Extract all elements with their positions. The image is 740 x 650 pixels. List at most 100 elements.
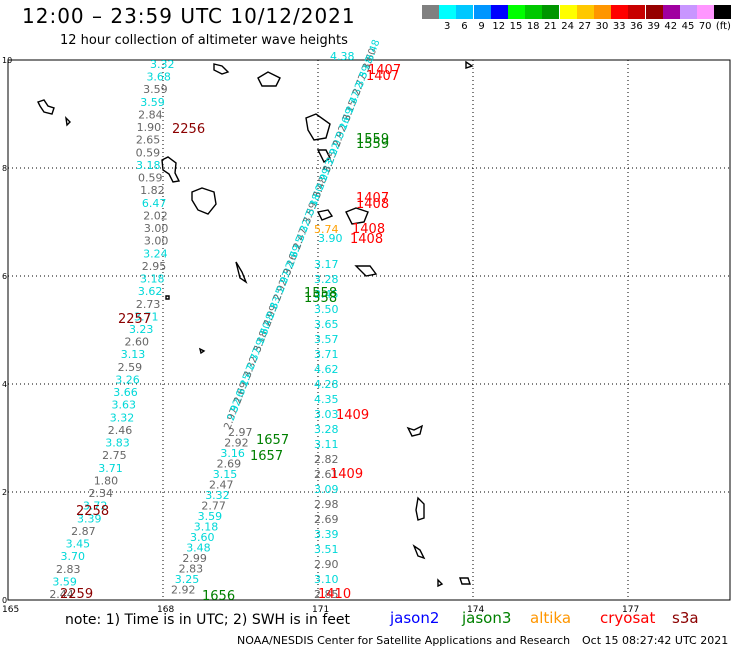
scale-swatch xyxy=(508,5,525,19)
island xyxy=(316,209,334,221)
wave-height-reading: 3.62 xyxy=(138,285,163,298)
wave-height-reading: 5.74 xyxy=(314,223,339,236)
wave-height-reading: 3.18 xyxy=(136,159,161,172)
wave-height-reading: 3.60 xyxy=(190,531,215,544)
wave-height-reading: 3.45 xyxy=(314,288,339,301)
wave-height-reading: 2.77 xyxy=(201,500,226,513)
wave-height-reading: 3.63 xyxy=(112,399,137,412)
scale-swatch xyxy=(645,5,663,19)
wave-height-reading: 1.90 xyxy=(137,121,162,134)
wave-height-reading: 2.92 xyxy=(171,584,196,597)
wave-height-reading: 3.71 xyxy=(314,348,339,361)
wave-height-reading: 3.51 xyxy=(314,543,339,556)
wave-height-reading: 3.16 xyxy=(220,447,245,460)
scale-label: 21 xyxy=(544,21,557,32)
scale-swatch xyxy=(439,5,457,19)
longitude-tick-label: 174 xyxy=(467,605,484,615)
wave-height-reading: 2.83 xyxy=(56,563,80,576)
wave-height-reading: 2.95 xyxy=(142,260,167,273)
latitude-tick-label: 4 xyxy=(2,380,7,389)
pass-time-label: 1409 xyxy=(330,467,363,482)
scale-swatch xyxy=(576,5,594,19)
scale-swatch xyxy=(473,5,491,19)
pass-time-label: 2259 xyxy=(60,587,93,602)
pass-time-label: 1657 xyxy=(250,449,283,464)
pass-time-label: 1657 xyxy=(256,433,289,448)
wave-height-reading: 2.46 xyxy=(108,424,133,437)
wave-height-reading: 2.69 xyxy=(217,458,242,471)
pass-time-label: 1408 xyxy=(352,222,385,237)
wave-height-reading: 2.84 xyxy=(138,108,163,121)
latitude-tick-label: 8 xyxy=(2,164,7,173)
wave-height-reading: 2.97 xyxy=(228,426,253,439)
scale-label: 3 xyxy=(444,21,451,32)
island xyxy=(191,187,217,215)
wave-height-reading: 2.73 xyxy=(136,298,161,311)
scale-swatch xyxy=(559,5,577,19)
island xyxy=(198,347,206,355)
pass-time-label: 2258 xyxy=(76,504,109,519)
wave-height-reading: 4.62 xyxy=(314,363,339,376)
scale-swatch xyxy=(628,5,646,19)
wave-height-reading: 3.10 xyxy=(314,573,339,586)
longitude-tick-label: 171 xyxy=(312,605,329,615)
wave-height-reading: 2.02 xyxy=(143,209,168,222)
pass-time-label: 1407 xyxy=(368,63,401,78)
credit-line: NOAA/NESDIS Center for Satellite Applica… xyxy=(237,634,571,647)
wave-height-reading: 3.66 xyxy=(113,386,137,399)
island xyxy=(459,577,471,585)
island xyxy=(213,63,230,75)
wave-height-reading: 3.48 xyxy=(186,542,211,555)
island xyxy=(415,496,425,521)
scale-label: 45 xyxy=(681,21,695,32)
scale-swatch xyxy=(697,5,715,19)
generated-timestamp: Oct 15 08:27:42 UTC 2021 xyxy=(582,634,729,647)
island xyxy=(257,71,281,87)
pass-time-label: 1559 xyxy=(356,132,389,147)
scale-label: 6 xyxy=(461,21,468,32)
pass-time-label: 1408 xyxy=(350,232,383,247)
wave-height-reading: 3.00 xyxy=(144,222,169,235)
wave-height-reading: 3.32 xyxy=(150,58,175,71)
wave-height-reading: 4.28 xyxy=(314,378,339,391)
scale-label: 12 xyxy=(492,21,506,32)
scale-label: 70 xyxy=(698,21,712,32)
wave-height-reading: 2.34 xyxy=(89,487,114,500)
wave-height-reading: 6.47 xyxy=(142,197,167,210)
pass-time-label: 2257 xyxy=(118,312,151,327)
island xyxy=(412,544,426,560)
wave-height-reading: 2.90 xyxy=(314,558,339,571)
wave-height-reading: 3.28 xyxy=(314,273,339,286)
wave-height-reading: 3.59 xyxy=(143,83,168,96)
wave-height-reading: 2.85 xyxy=(314,588,339,601)
wave-height-reading: 3.17 xyxy=(314,258,339,271)
wave-height-reading: 3.23 xyxy=(129,323,154,336)
wave-height-reading: 2.47 xyxy=(209,479,234,492)
wave-height-reading: 3.18 xyxy=(140,273,165,286)
wave-height-reading: 3.11 xyxy=(314,438,339,451)
wave-height-reading: 1.80 xyxy=(94,474,119,487)
scale-label: 9 xyxy=(478,21,485,32)
longitude-tick-label: 165 xyxy=(2,605,19,615)
legend-jason3: jason3 xyxy=(462,609,512,627)
latitude-tick-label: 10 xyxy=(2,56,12,65)
scale-swatch xyxy=(680,5,697,19)
pass-time-label: 1407 xyxy=(366,69,399,84)
pass-time-label: 1558 xyxy=(304,286,337,301)
wave-height-reading: 2.87 xyxy=(71,525,96,538)
wave-height-reading: 2.83 xyxy=(179,563,204,576)
wave-height-reading: 3.65 xyxy=(314,318,339,331)
wave-height-reading: 3.32 xyxy=(205,489,230,502)
wave-height-reading: 2.82 xyxy=(314,453,339,466)
wave-height-reading: 2.59 xyxy=(118,361,143,374)
scale-label: 24 xyxy=(561,21,574,32)
island xyxy=(465,60,474,69)
wave-height-reading: 3.39 xyxy=(314,528,339,541)
pass-time-labels: 2256225722582259140714071559155914071408… xyxy=(60,63,401,604)
latitude-tick-label: 6 xyxy=(2,272,7,281)
wave-height-reading: 2.65 xyxy=(136,134,161,147)
scale-label: 42 xyxy=(664,21,678,32)
wave-height-reading: 3.71 xyxy=(134,310,159,323)
legend-altika: altika xyxy=(530,609,572,627)
